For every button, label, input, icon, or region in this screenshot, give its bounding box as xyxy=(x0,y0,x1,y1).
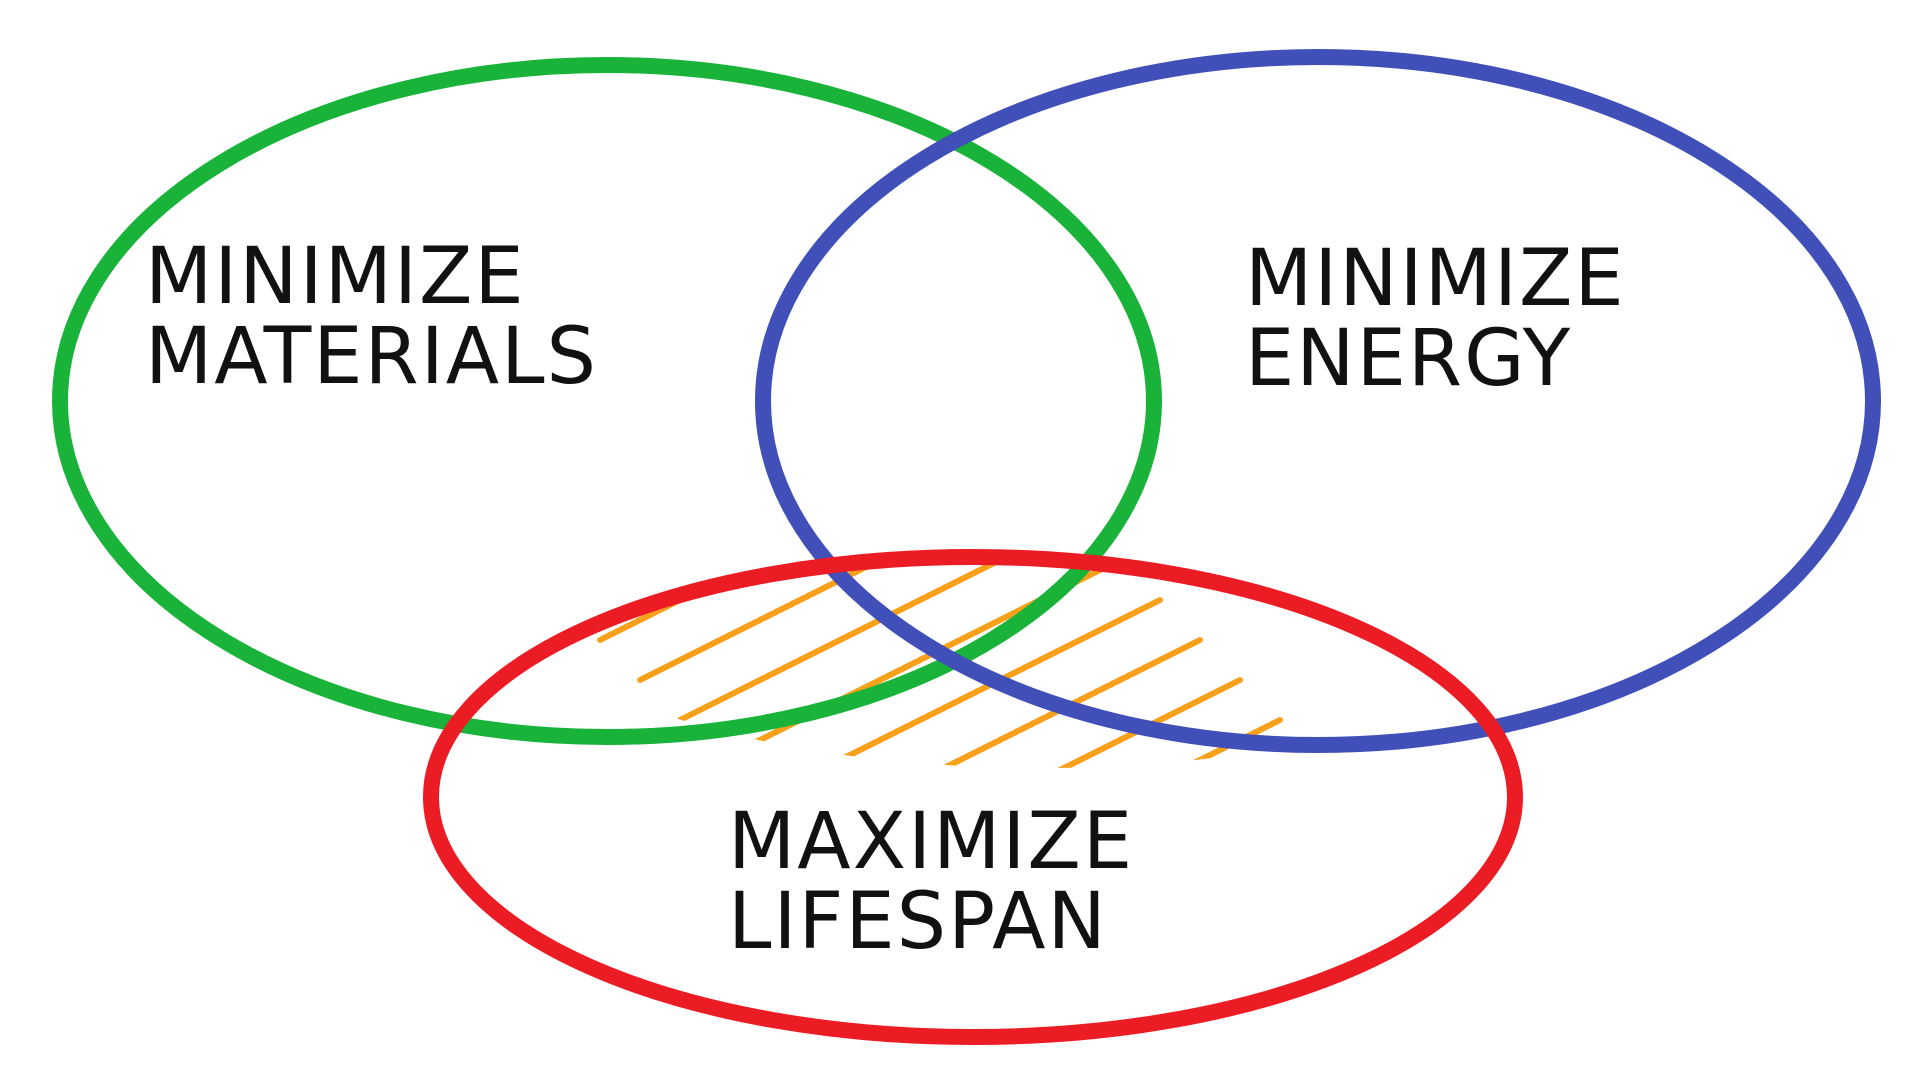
hatch-line xyxy=(837,677,1243,768)
energy-label-line-1: MINIMIZE xyxy=(1245,234,1626,324)
lifespan-circle xyxy=(423,549,1523,1045)
hatch-line xyxy=(797,637,1203,768)
lifespan-label-line-2: LIFESPAN xyxy=(728,877,1108,967)
materials-label-line-2: MATERIALS xyxy=(145,312,598,402)
energy-label-line-2: ENERGY xyxy=(1245,314,1572,404)
hatch-line xyxy=(757,597,1163,768)
materials-label: MINIMIZE MATERIALS xyxy=(145,232,598,402)
lifespan-label-line-1: MAXIMIZE xyxy=(728,797,1134,887)
lifespan-label: MAXIMIZE LIFESPAN xyxy=(728,797,1161,967)
materials-label-line-1: MINIMIZE xyxy=(145,232,526,322)
materials-circle xyxy=(52,57,1162,745)
energy-label: MINIMIZE ENERGY xyxy=(1245,234,1652,404)
hatch-line xyxy=(877,717,1283,768)
hatch-line xyxy=(597,557,1003,643)
energy-circle xyxy=(755,49,1881,753)
